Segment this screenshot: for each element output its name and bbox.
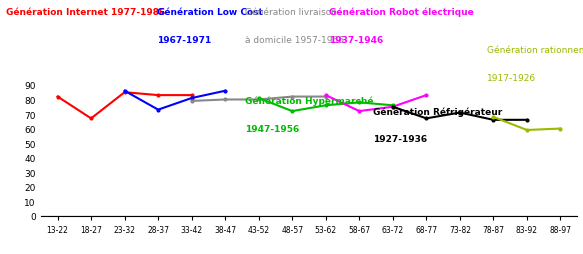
Text: Génération Internet 1977-1986: Génération Internet 1977-1986 <box>6 8 165 17</box>
Text: Génération livraison: Génération livraison <box>245 8 337 17</box>
Text: Génération rationnement: Génération rationnement <box>487 46 583 55</box>
Text: Génération Hypermarché: Génération Hypermarché <box>245 97 373 106</box>
Text: 1927-1936: 1927-1936 <box>373 135 427 144</box>
Text: Génération Robot électrique: Génération Robot électrique <box>329 8 474 17</box>
Text: Génération Réfrigérateur: Génération Réfrigérateur <box>373 107 503 116</box>
Text: 1937-1946: 1937-1946 <box>329 36 384 44</box>
Text: 1967-1971: 1967-1971 <box>157 36 212 44</box>
Text: 1917-1926: 1917-1926 <box>487 74 536 83</box>
Text: Génération Low Cost: Génération Low Cost <box>157 8 264 17</box>
Text: à domicile 1957-1966: à domicile 1957-1966 <box>245 36 344 44</box>
Text: 1947-1956: 1947-1956 <box>245 124 299 133</box>
